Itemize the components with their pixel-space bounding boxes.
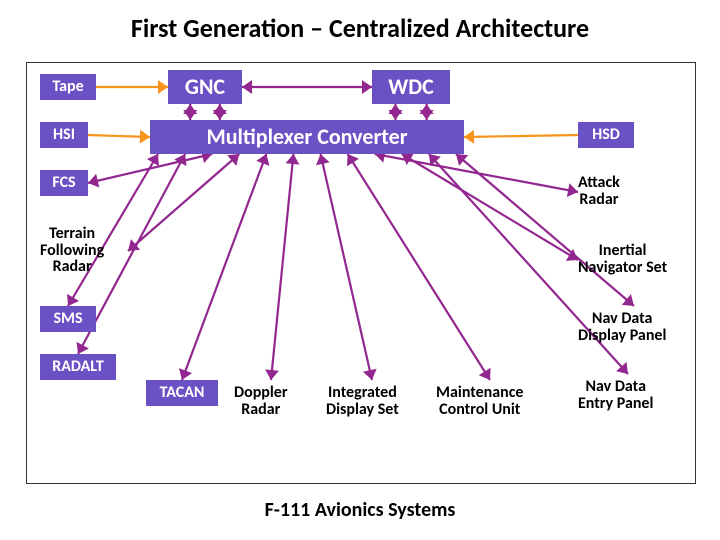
- node-navdisp: Nav Data Display Panel: [578, 306, 690, 350]
- node-naventry: Nav Data Entry Panel: [578, 374, 678, 418]
- node-ids: Integrated Display Set: [326, 380, 418, 424]
- node-hsd: HSD: [578, 122, 634, 148]
- slide: First Generation – Centralized Architect…: [0, 0, 720, 540]
- node-radalt: RADALT: [40, 354, 116, 380]
- node-wdc: WDC: [372, 70, 450, 104]
- node-tacan: TACAN: [146, 380, 218, 406]
- node-hsi: HSI: [40, 122, 88, 148]
- node-gnc: GNC: [168, 70, 242, 104]
- slide-caption: F-111 Avionics Systems: [0, 498, 720, 522]
- node-mcu: Maintenance Control Unit: [436, 380, 544, 424]
- node-doppler: Doppler Radar: [234, 380, 308, 424]
- node-tape: Tape: [40, 74, 96, 100]
- node-ins: Inertial Navigator Set: [578, 238, 690, 282]
- node-mux: Multiplexer Converter: [150, 120, 464, 154]
- node-attack: Attack Radar: [578, 170, 666, 214]
- node-tfr: Terrain Following Radar: [40, 218, 128, 284]
- node-fcs: FCS: [40, 170, 88, 196]
- node-sms: SMS: [40, 306, 96, 332]
